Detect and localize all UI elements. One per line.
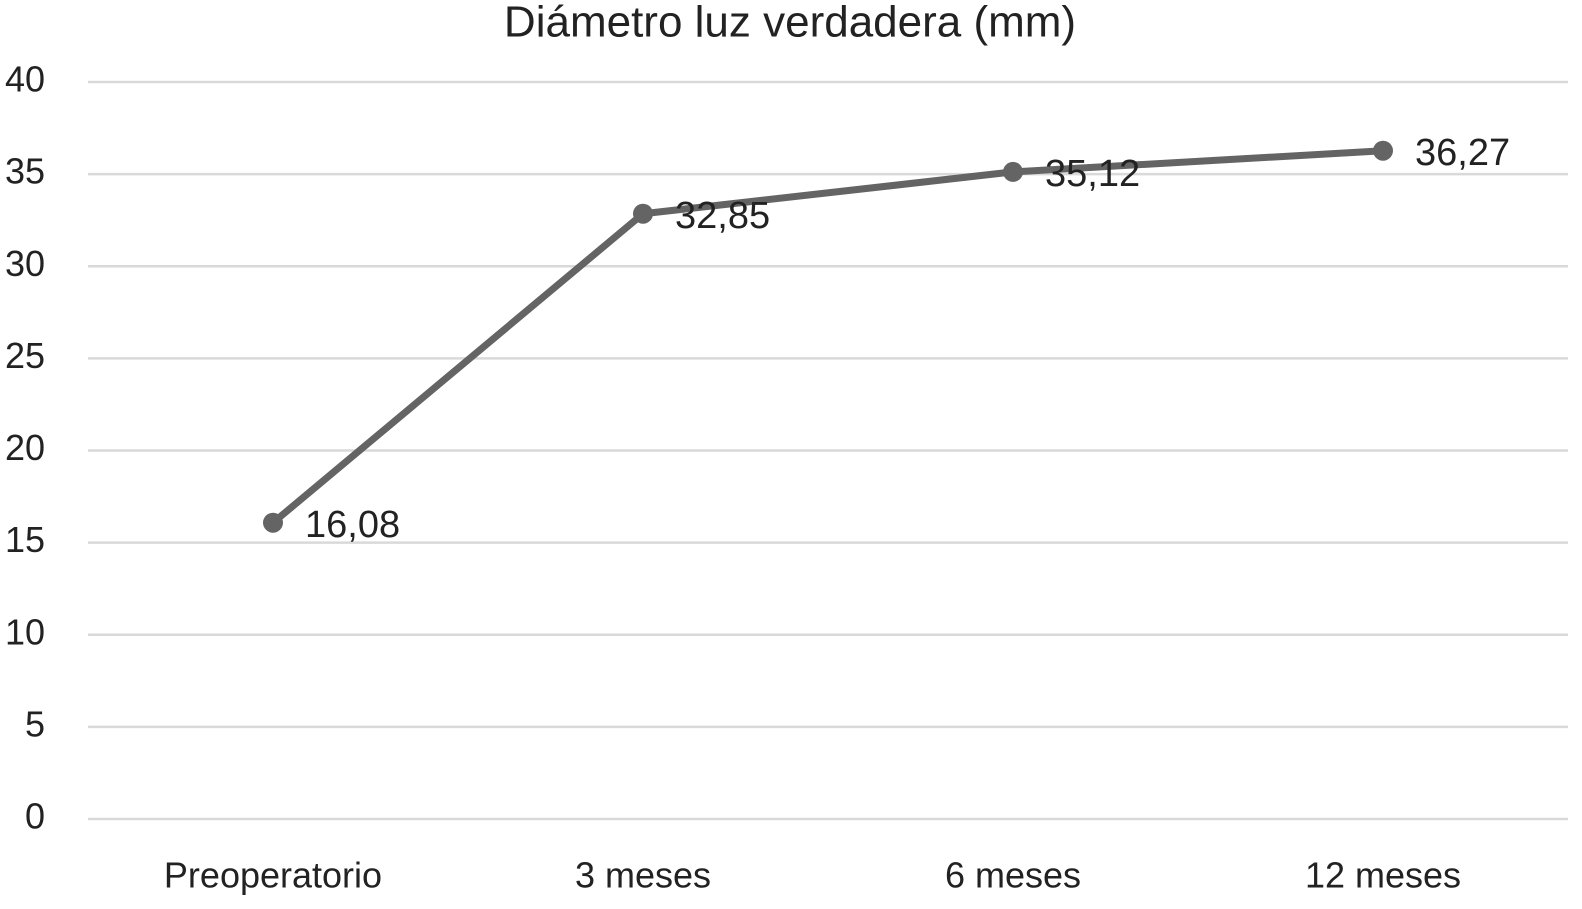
x-tick-label: 6 meses (945, 855, 1081, 896)
data-label: 36,27 (1415, 132, 1510, 174)
y-tick-label: 25 (5, 335, 45, 376)
y-tick-label: 15 (5, 519, 45, 560)
data-point (1373, 140, 1393, 161)
x-tick-label: 12 meses (1305, 855, 1461, 896)
data-label: 16,08 (305, 504, 400, 546)
y-tick-label: 5 (25, 703, 45, 744)
x-tick-label: Preoperatorio (164, 855, 382, 896)
y-tick-label: 20 (5, 427, 45, 468)
y-tick-label: 35 (5, 151, 45, 192)
y-tick-label: 40 (5, 59, 45, 100)
data-point (263, 512, 283, 533)
data-label: 35,12 (1045, 153, 1140, 195)
data-line (270, 147, 1384, 526)
y-tick-label: 0 (25, 796, 45, 837)
y-tick-label: 30 (5, 243, 45, 284)
data-point (633, 203, 653, 224)
x-tick-label: 3 meses (575, 855, 711, 896)
data-point (1003, 161, 1023, 182)
chart-title: Diámetro luz verdadera (mm) (504, 0, 1076, 47)
y-tick-label: 10 (5, 611, 45, 652)
data-label: 32,85 (675, 195, 770, 237)
